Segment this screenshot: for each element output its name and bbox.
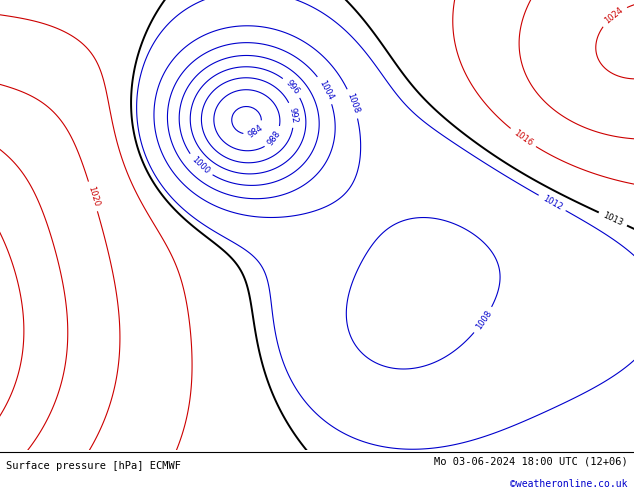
Text: 1020: 1020 [86, 185, 100, 208]
Text: 1000: 1000 [190, 155, 211, 176]
Text: 1024: 1024 [603, 5, 625, 25]
Text: 984: 984 [247, 123, 264, 140]
Text: 996: 996 [283, 78, 301, 96]
Text: 1012: 1012 [541, 194, 564, 212]
Text: 1016: 1016 [512, 128, 534, 147]
Text: 1004: 1004 [317, 78, 335, 101]
Text: 1013: 1013 [602, 211, 624, 227]
Text: Surface pressure [hPa] ECMWF: Surface pressure [hPa] ECMWF [6, 461, 181, 471]
Text: ©weatheronline.co.uk: ©weatheronline.co.uk [510, 479, 628, 489]
Text: 1008: 1008 [346, 92, 361, 115]
Text: Mo 03-06-2024 18:00 UTC (12+06): Mo 03-06-2024 18:00 UTC (12+06) [434, 457, 628, 467]
Text: 992: 992 [287, 106, 299, 123]
Text: 1008: 1008 [474, 309, 493, 331]
Text: 988: 988 [266, 129, 283, 147]
